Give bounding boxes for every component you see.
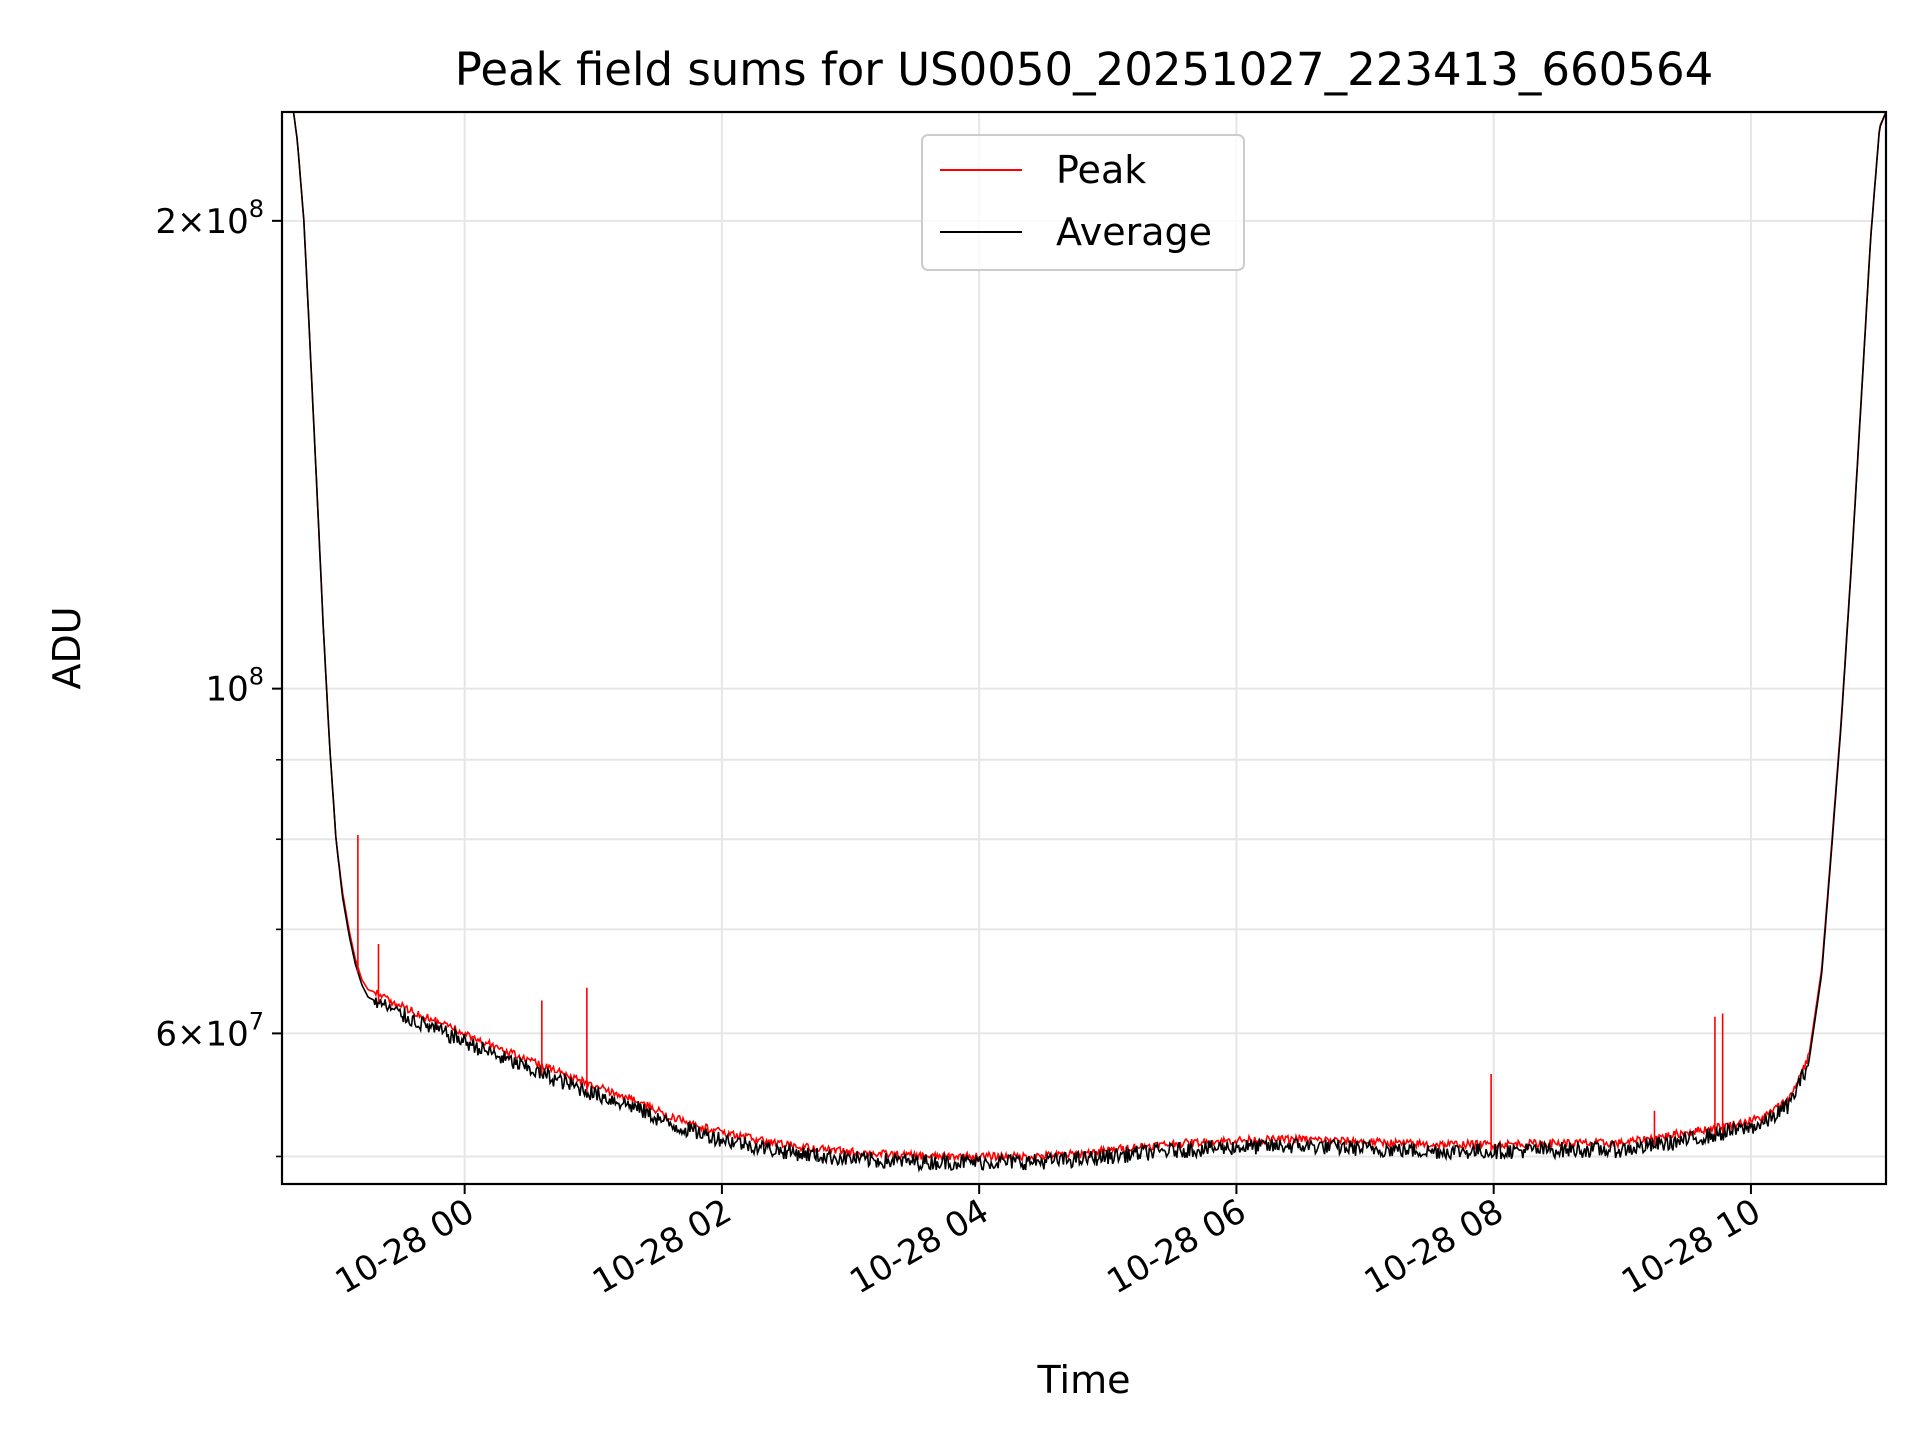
y-tick-times: × [177, 202, 206, 242]
y-tick-times: × [177, 1014, 206, 1054]
y-tick-base: 10 [205, 670, 248, 710]
chart-title: Peak field sums for US0050_20251027_2234… [455, 43, 1713, 96]
legend-peak-label: Peak [1056, 148, 1146, 192]
y-tick-mantissa: 6 [155, 1014, 177, 1054]
y-tick-base: 10 [205, 1014, 248, 1054]
series-line-average [282, 112, 1886, 1173]
y-axis-label: ADU [45, 606, 89, 689]
y-tick-label: 6×107 [155, 1007, 264, 1054]
y-tick-base: 10 [205, 202, 248, 242]
plot-frame [280, 110, 1888, 1186]
x-axis-label: Time [1037, 1358, 1131, 1402]
legend: Peak Average [921, 134, 1245, 271]
y-tick-mantissa: 2 [155, 202, 177, 242]
y-tick-label: 2×108 [155, 195, 264, 242]
legend-average-label: Average [1056, 210, 1212, 254]
legend-box [921, 134, 1245, 271]
y-tick-exponent: 8 [249, 195, 264, 223]
grid [282, 112, 1886, 1184]
y-tick-exponent: 7 [249, 1007, 264, 1035]
y-tick-exponent: 8 [249, 663, 264, 691]
series-group [282, 112, 1886, 1173]
y-tick-label: 108 [205, 663, 264, 710]
